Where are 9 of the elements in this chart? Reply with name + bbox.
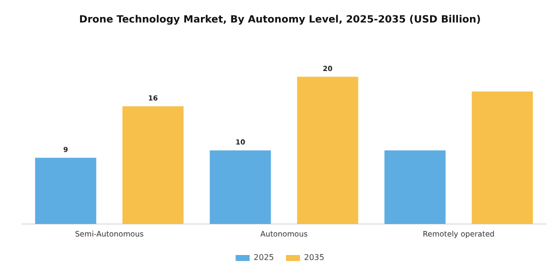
- bar: [210, 150, 271, 224]
- legend-label: 2035: [304, 253, 324, 262]
- bar: [35, 158, 96, 224]
- chart-title: Drone Technology Market, By Autonomy Level, 2025-2035 (USD Billion): [79, 14, 481, 26]
- legend-label: 2025: [254, 253, 274, 262]
- bar: [384, 150, 446, 224]
- bar: [297, 76, 358, 224]
- bar: [122, 106, 184, 224]
- bar: [472, 92, 533, 224]
